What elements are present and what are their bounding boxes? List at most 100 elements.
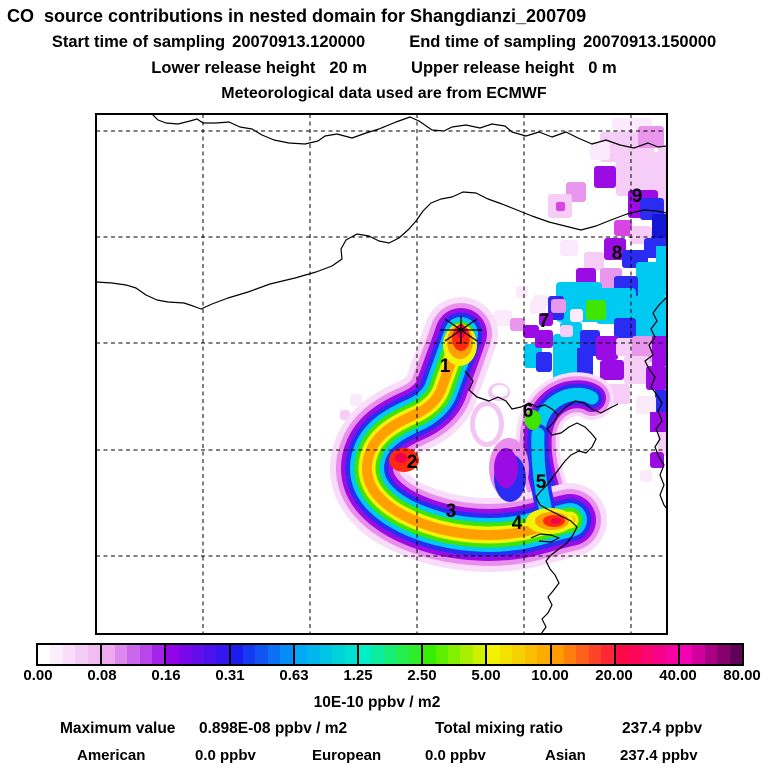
colorbar-cell [408, 645, 422, 664]
colorbar-tick: 40.00 [659, 667, 697, 684]
sampling-times-line: Start time of sampling 20070913.120000 E… [0, 33, 768, 52]
coast-bay-north [557, 400, 619, 416]
colorbar-tick: 5.00 [471, 667, 501, 684]
colorbar-cell [396, 645, 409, 664]
colorbar-segment [38, 645, 103, 664]
colorbar-cell [319, 645, 333, 664]
colorbar-tick: 0.00 [23, 667, 53, 684]
region-label-4: 4 [511, 513, 523, 534]
region-value: 0.0 ppbv [195, 747, 256, 764]
colorbar-cell [371, 645, 384, 664]
colorbar-tick: 10.00 [531, 667, 569, 684]
plume-white-holes [470, 383, 510, 447]
colorbar-cell [75, 645, 88, 664]
region-label-9: 9 [631, 186, 643, 207]
sampling-end-value: 20070913.150000 [583, 33, 717, 51]
colorbar [36, 643, 744, 666]
border-line-middle [96, 191, 667, 310]
colorbar-cell [435, 645, 448, 664]
colorbar-cell [151, 645, 165, 664]
colorbar-tick-labels: 0.00 0.08 0.16 0.31 0.63 1.25 2.50 5.00 10.00 20.… [0, 667, 768, 685]
colorbar-tick: 0.63 [279, 667, 309, 684]
region-name: American [77, 747, 146, 764]
colorbar-cell [255, 645, 268, 664]
colorbar-cell [280, 645, 293, 664]
colorbar-cell [358, 645, 372, 664]
map-border [95, 113, 668, 635]
colorbar-cell [601, 645, 614, 664]
colorbar-segment [679, 645, 743, 664]
colorbar-cell [537, 645, 550, 664]
colorbar-cell [615, 645, 629, 664]
colorbar-cell [563, 645, 577, 664]
colorbar-segment [615, 645, 680, 664]
colorbar-cell [38, 645, 51, 664]
colorbar-cell [665, 645, 678, 664]
colorbar-cell [307, 645, 320, 664]
total-mixing-ratio-label: Total mixing ratio [435, 720, 564, 737]
colorbar-segment [102, 645, 167, 664]
lower-release-label: Lower release height [151, 59, 316, 77]
colorbar-cell [524, 645, 538, 664]
colorbar-cell [127, 645, 140, 664]
region6-green-spot [525, 410, 541, 430]
colorbar-cell [191, 645, 204, 664]
region-name: Asian [545, 747, 586, 764]
colorbar-cell [203, 645, 217, 664]
colorbar-segment [294, 645, 359, 664]
colorbar-unit-label: 10E-10 ppbv / m2 [313, 694, 441, 711]
colorbar-cell [692, 645, 705, 664]
coast-korea [644, 296, 667, 510]
lower-release-value: 20 m [329, 59, 368, 77]
colorbar-cell [383, 645, 397, 664]
colorbar-segment [551, 645, 616, 664]
colorbar-cell [332, 645, 345, 664]
colorbar-cell [653, 645, 666, 664]
page-title: CO source contributions in nested domain… [7, 6, 587, 26]
colorbar-cell [460, 645, 473, 664]
colorbar-segment [166, 645, 231, 664]
colorbar-cell [102, 645, 115, 664]
colorbar-tick: 1.25 [343, 667, 373, 684]
colorbar-cell [487, 645, 500, 664]
colorbar-cell [423, 645, 436, 664]
sampling-start-label: Start time of sampling [51, 33, 226, 51]
total-mixing-ratio-value: 237.4 ppbv [622, 720, 703, 737]
region-label-7: 7 [538, 311, 550, 332]
region-label-6: 6 [522, 401, 534, 422]
colorbar-cell [717, 645, 730, 664]
region-label-5: 5 [535, 472, 547, 493]
colorbar-cell [729, 645, 743, 664]
colorbar-cell [640, 645, 653, 664]
region-label-1: 1 [439, 356, 451, 377]
receptor-star-marker [440, 316, 482, 344]
colorbar-cell [448, 645, 461, 664]
coastlines [96, 114, 667, 634]
colorbar-cell [87, 645, 101, 664]
colorbar-tick: 2.50 [407, 667, 437, 684]
colorbar-tick: 20.00 [595, 667, 633, 684]
colorbar-cell [216, 645, 229, 664]
colorbar-cell [704, 645, 718, 664]
max-value-label: Maximum value [60, 720, 176, 737]
colorbar-tick: 0.16 [151, 667, 181, 684]
colorbar-cell [62, 645, 76, 664]
colorbar-cell [230, 645, 243, 664]
region-label-8: 8 [611, 243, 623, 264]
colorbar-cell [512, 645, 525, 664]
graticule-gridlines [96, 114, 667, 634]
colorbar-segment [230, 645, 295, 664]
colorbar-cell [294, 645, 308, 664]
region-name: European [312, 747, 382, 764]
region-value: 0.0 ppbv [425, 747, 486, 764]
sampling-start-value: 20070913.120000 [232, 33, 366, 51]
colorbar-cell [50, 645, 63, 664]
colorbar-cell [344, 645, 357, 664]
colorbar-cell [114, 645, 128, 664]
colorbar-cell [166, 645, 179, 664]
colorbar-cell [139, 645, 152, 664]
colorbar-cell [178, 645, 192, 664]
